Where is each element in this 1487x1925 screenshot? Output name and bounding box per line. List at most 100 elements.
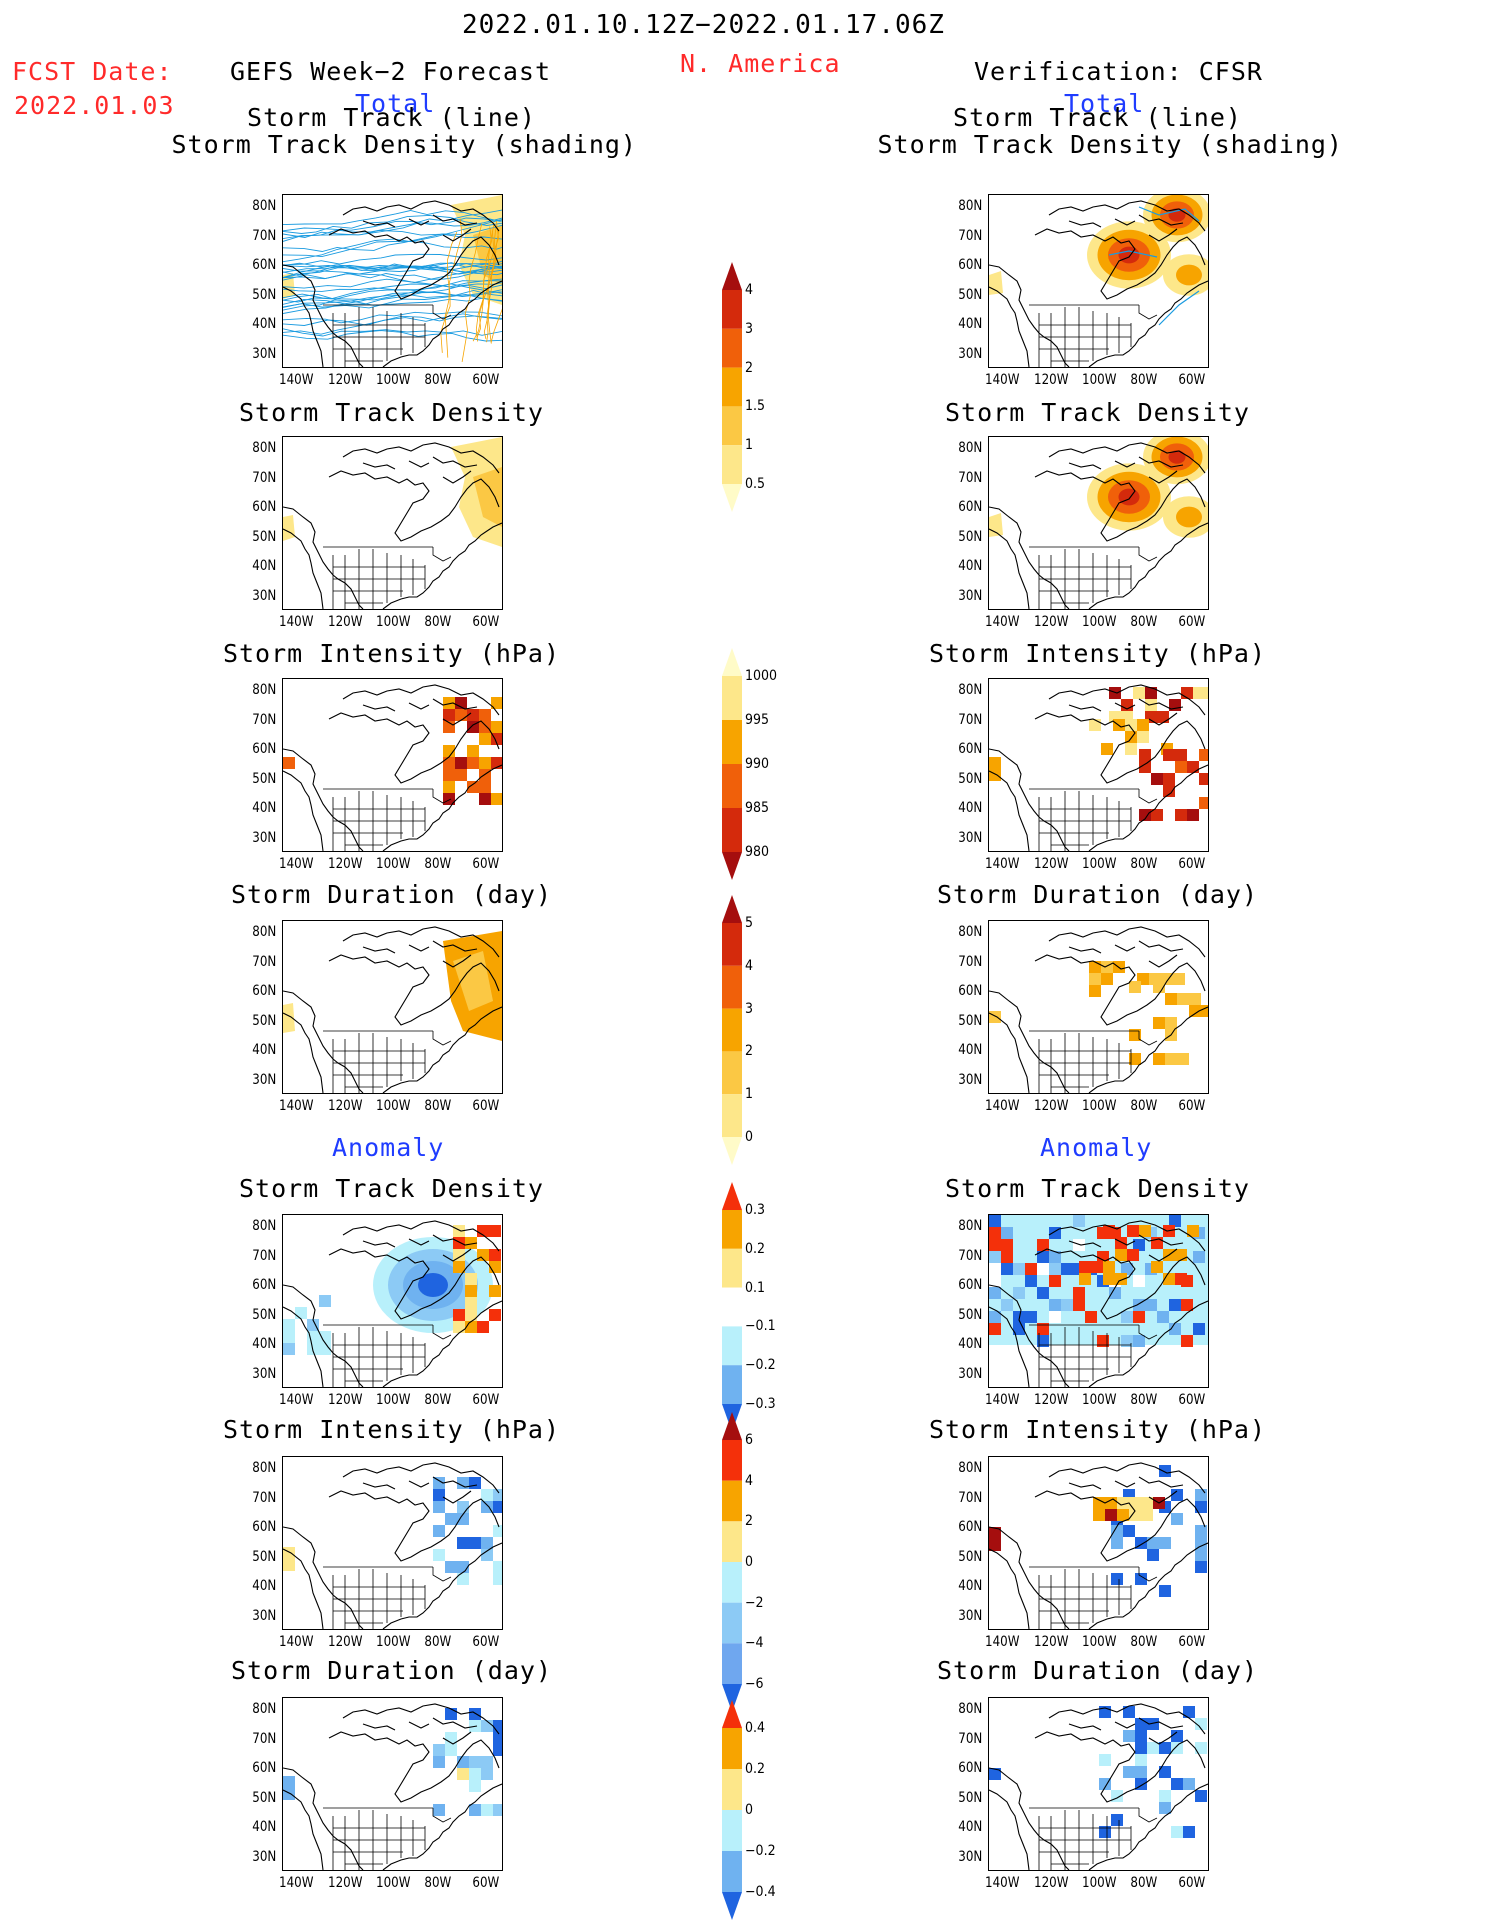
colorbar-tick-label: 990: [745, 756, 770, 772]
lat-tick-label: 80N: [958, 1218, 983, 1234]
lon-tick-label: 100W: [376, 856, 411, 872]
colorbar-tick-label: 3: [745, 320, 754, 337]
colorbar-tick-label: 2: [745, 1043, 754, 1060]
lat-tick-label: 30N: [958, 829, 983, 846]
lat-tick-label: 30N: [252, 1071, 277, 1088]
lat-tick-label: 80N: [252, 440, 277, 456]
map-graphic: [283, 684, 502, 851]
colorbar-tick-label: −2: [745, 1594, 764, 1611]
lat-tick-label: 70N: [252, 1730, 277, 1747]
lon-tick-label: 120W: [1033, 372, 1069, 388]
right-adensity-map: [988, 1214, 1209, 1388]
right-duration-map: [988, 920, 1209, 1094]
lon-tick-label: 60W: [472, 856, 500, 872]
left-duration-map: [282, 920, 503, 1094]
panel-title: Storm Duration (day): [230, 1656, 553, 1685]
left-adensity-map: [282, 1214, 503, 1388]
lon-tick-label: 60W: [1178, 856, 1206, 872]
lon-tick-label: 100W: [1082, 614, 1117, 630]
panel-title: Storm Track Density: [239, 398, 544, 427]
lon-tick-label: 100W: [1082, 1875, 1117, 1891]
colorbar-tick-label: −4: [745, 1635, 764, 1652]
intensity-colorbar: [722, 648, 744, 880]
colorbar-tick-label: 0.1: [745, 1279, 766, 1296]
lat-tick-label: 30N: [252, 587, 277, 604]
lon-tick-label: 120W: [1033, 1634, 1069, 1650]
colorbar-tick-label: 985: [745, 800, 770, 816]
lat-tick-label: 40N: [252, 1336, 277, 1352]
colorbar-tick-label: 4: [745, 1472, 754, 1489]
anomaly-label-right: Anomaly: [1040, 1133, 1153, 1162]
left-track-map: [282, 194, 503, 368]
map-graphic: [989, 1215, 1208, 1387]
left-density-map: [282, 436, 503, 610]
lat-tick-label: 50N: [252, 770, 277, 787]
lon-tick-label: 80W: [1129, 856, 1157, 872]
fcst-date-value: 2022.01.03: [14, 91, 175, 120]
date-range-title: 2022.01.10.12Z−2022.01.17.06Z: [462, 10, 945, 40]
lat-tick-label: 30N: [958, 1365, 983, 1382]
lon-tick-label: 140W: [985, 614, 1020, 630]
lat-tick-label: 40N: [252, 800, 277, 816]
lon-tick-label: 80W: [423, 614, 451, 630]
lat-tick-label: 40N: [958, 1336, 983, 1352]
colorbar-tick-label: 1000: [745, 668, 778, 684]
anomaly-label-left: Anomaly: [332, 1133, 445, 1162]
lon-tick-label: 140W: [985, 1098, 1020, 1114]
forecast-column-title: GEFS Week−2 Forecast: [230, 57, 552, 86]
lon-tick-label: 80W: [1129, 372, 1157, 388]
lat-tick-label: 80N: [252, 924, 277, 940]
lat-tick-label: 60N: [252, 1519, 277, 1535]
lon-tick-label: 60W: [472, 1392, 500, 1408]
lon-tick-label: 140W: [279, 856, 314, 872]
lon-tick-label: 120W: [1033, 1392, 1069, 1408]
lon-tick-label: 60W: [472, 1634, 500, 1650]
lat-tick-label: 50N: [958, 1306, 983, 1323]
map-graphic: [283, 437, 502, 609]
map-graphic: [283, 926, 502, 1093]
duration-colorbar: [722, 895, 744, 1165]
lat-tick-label: 80N: [958, 1460, 983, 1476]
lat-tick-label: 60N: [958, 741, 983, 757]
density-anomaly-colorbar: [722, 1182, 744, 1432]
lat-tick-label: 30N: [252, 829, 277, 846]
lon-tick-label: 80W: [423, 1634, 451, 1650]
colorbar-tick-label: 995: [745, 712, 770, 728]
map-graphic: [283, 1462, 502, 1629]
right-aintensity-map: [988, 1456, 1209, 1630]
lon-tick-label: 80W: [423, 372, 451, 388]
lat-tick-label: 30N: [958, 587, 983, 604]
total-label-right: Total: [1064, 89, 1145, 118]
lon-tick-label: 120W: [327, 1875, 363, 1891]
lat-tick-label: 50N: [958, 1012, 983, 1029]
lon-tick-label: 80W: [1129, 1098, 1157, 1114]
lon-tick-label: 140W: [279, 1875, 314, 1891]
right-track-map: [988, 194, 1209, 368]
panel-title: Storm Duration (day): [936, 880, 1259, 909]
lon-tick-label: 80W: [423, 856, 451, 872]
lat-tick-label: 40N: [958, 1578, 983, 1594]
colorbar-tick-label: −0.2: [745, 1357, 776, 1374]
panel-title: Storm Intensity (hPa): [222, 639, 561, 668]
left-aduration-map: [282, 1697, 503, 1871]
lon-tick-label: 60W: [1178, 1098, 1206, 1114]
lat-tick-label: 30N: [252, 1607, 277, 1624]
colorbar-tick-label: 0: [745, 1129, 754, 1145]
lat-tick-label: 50N: [252, 286, 277, 303]
lat-tick-label: 80N: [252, 682, 277, 698]
lon-tick-label: 80W: [1129, 614, 1157, 630]
colorbar-tick-label: 0.2: [745, 1761, 766, 1777]
lat-tick-label: 50N: [958, 286, 983, 303]
colorbar-tick-label: 4: [745, 282, 754, 298]
colorbar-tick-label: 0.3: [745, 1202, 766, 1218]
colorbar-tick-label: 1: [745, 437, 754, 454]
lon-tick-label: 120W: [327, 1634, 363, 1650]
lat-tick-label: 40N: [958, 1042, 983, 1058]
lat-tick-label: 40N: [252, 1819, 277, 1835]
lon-tick-label: 100W: [1082, 1098, 1117, 1114]
lon-tick-label: 120W: [327, 1392, 363, 1408]
lon-tick-label: 100W: [376, 1392, 411, 1408]
map-graphic: [283, 1703, 502, 1870]
lon-tick-label: 140W: [985, 1392, 1020, 1408]
lat-tick-label: 30N: [958, 1071, 983, 1088]
